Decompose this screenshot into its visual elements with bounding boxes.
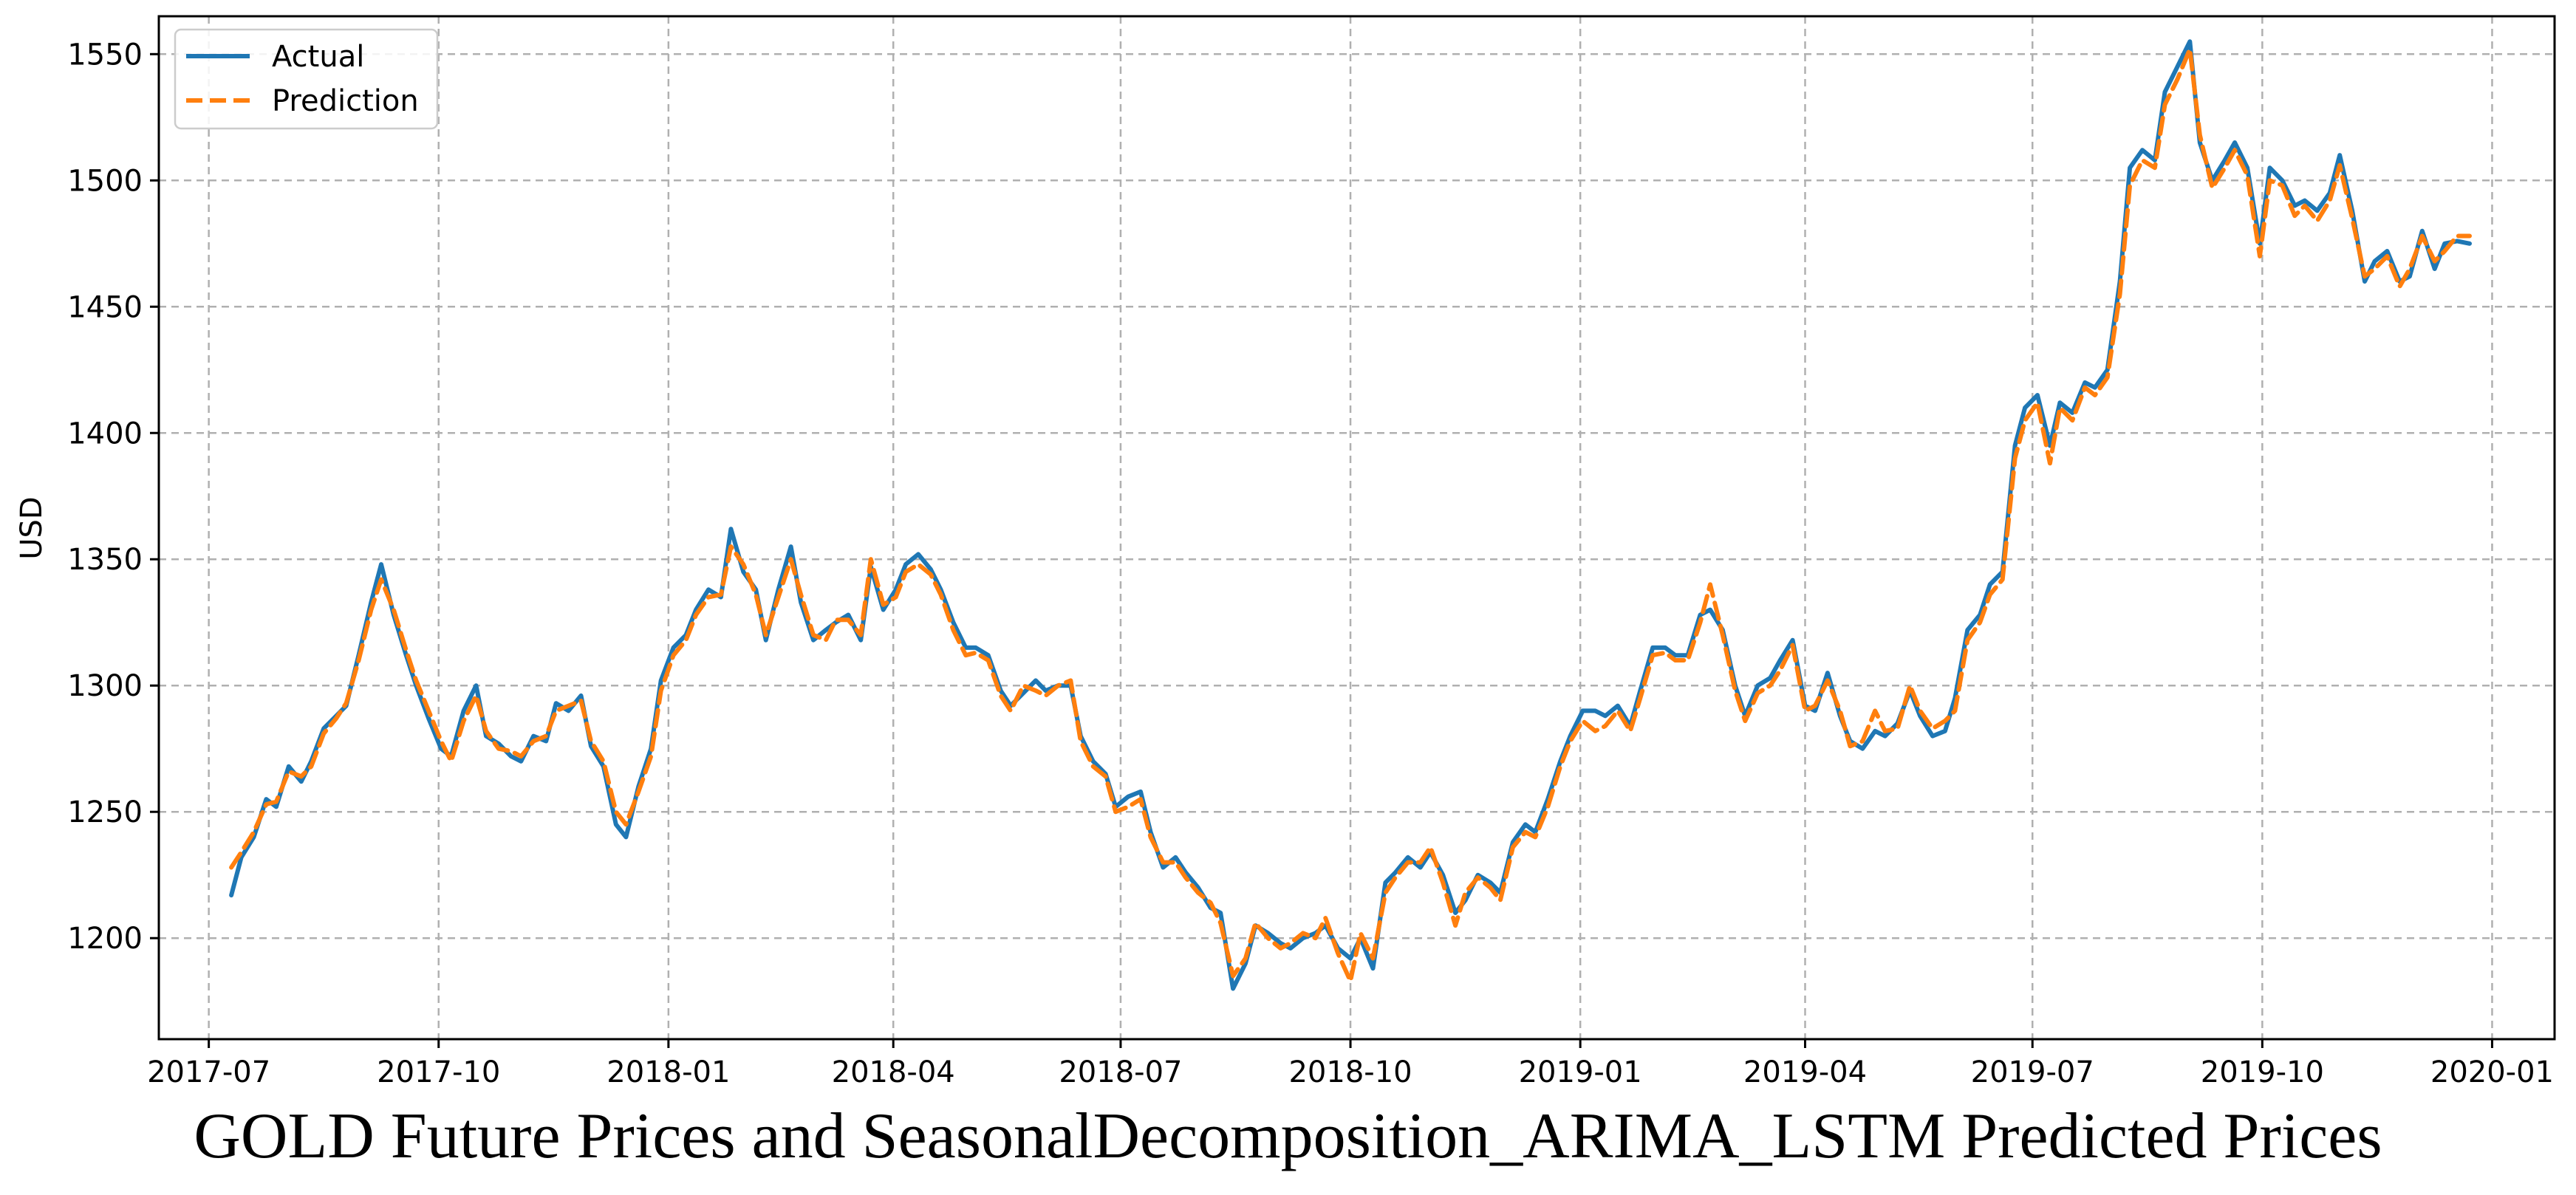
y-tick-label: 1350 xyxy=(67,543,143,577)
x-tick-label: 2019-04 xyxy=(1743,1055,1867,1089)
y-tick-label: 1250 xyxy=(67,795,143,829)
x-tick-label: 2018-07 xyxy=(1059,1055,1182,1089)
x-tick-label: 2018-01 xyxy=(607,1055,730,1089)
x-tick-label: 2017-07 xyxy=(147,1055,270,1089)
axes: 2017-07 2017-10 2018-01 2018-04 2018-07 2018-… xyxy=(67,38,2554,1089)
y-tick-label: 1450 xyxy=(67,290,143,324)
y-tick-label: 1500 xyxy=(67,164,143,198)
x-tick-label: 2017-10 xyxy=(377,1055,500,1089)
y-tick-label: 1300 xyxy=(67,669,143,703)
series-layer xyxy=(229,39,2472,991)
y-tick-label: 1550 xyxy=(67,38,143,72)
plot-frame xyxy=(157,15,2556,1041)
legend: Actual Prediction xyxy=(174,28,439,130)
figure-caption: GOLD Future Prices and SeasonalDecomposi… xyxy=(194,1100,2382,1172)
series-line-prediction xyxy=(229,47,2472,984)
x-tick-label: 2019-01 xyxy=(1519,1055,1642,1089)
y-tick-label: 1400 xyxy=(67,417,143,451)
x-tick-label: 2018-10 xyxy=(1288,1055,1412,1089)
y-axis-label: USD xyxy=(15,496,49,559)
y-tick-label: 1200 xyxy=(67,922,143,956)
x-tick-label: 2019-07 xyxy=(1971,1055,2094,1089)
x-tick-label: 2020-01 xyxy=(2430,1055,2554,1089)
x-tick-label: 2018-04 xyxy=(832,1055,955,1089)
x-tick-label: 2019-10 xyxy=(2201,1055,2324,1089)
legend-label-actual: Actual xyxy=(272,40,364,74)
gridlines xyxy=(159,16,2555,1039)
legend-label-prediction: Prediction xyxy=(272,84,419,118)
